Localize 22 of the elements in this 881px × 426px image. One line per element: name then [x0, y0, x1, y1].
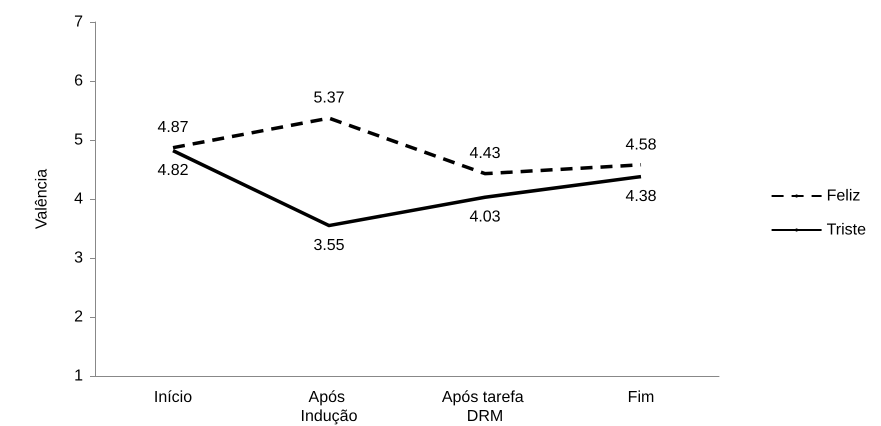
data-label: 5.37 [313, 90, 345, 107]
data-label: 4.03 [469, 208, 501, 226]
data-label: 4.58 [625, 136, 657, 154]
x-tick-label: Fim [628, 389, 654, 406]
y-tick-label: 4 [74, 190, 84, 208]
data-label: 4.87 [157, 119, 189, 136]
data-label: 3.55 [313, 237, 345, 254]
x-tick-label: Início [154, 389, 192, 406]
y-axis-title: Valência [34, 168, 50, 230]
y-tick-label: 3 [74, 250, 84, 266]
data-label: 4.43 [469, 145, 501, 162]
y-tick-label: 7 [74, 14, 84, 30]
x-tick-label: Após tarefa DRM [442, 389, 528, 425]
x-tick-label: Após Indução [300, 389, 358, 425]
y-tick-label: 6 [74, 72, 84, 90]
y-tick-label: 5 [74, 132, 84, 148]
legend-label: Triste [826, 222, 866, 238]
data-label: 4.38 [625, 188, 657, 206]
y-tick-label: 2 [74, 308, 84, 326]
legend-label: Feliz [826, 188, 860, 204]
data-label: 4.82 [157, 162, 189, 180]
y-tick-label: 1 [74, 368, 84, 384]
